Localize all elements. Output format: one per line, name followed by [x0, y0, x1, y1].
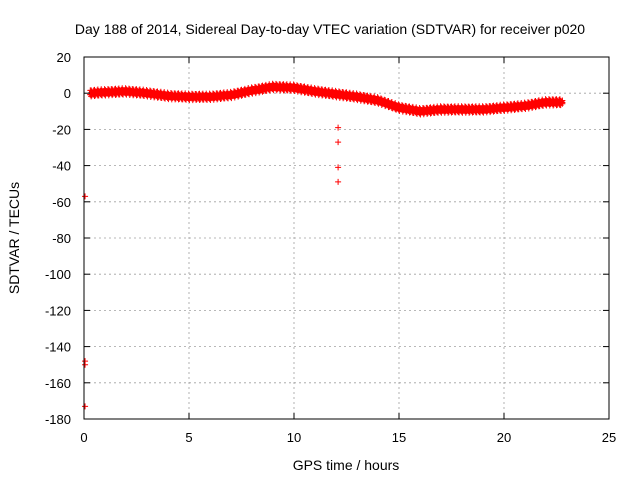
data-point — [335, 178, 342, 185]
data-point — [82, 403, 89, 410]
data-point — [82, 361, 89, 368]
y-tick-label: -160 — [45, 376, 71, 391]
y-tick-labels: -180 -160 -140 -120 -100 -80 -60 -40 -20 0 20 — [45, 50, 71, 427]
x-tick-label: 10 — [287, 430, 301, 445]
data-point — [335, 164, 342, 171]
y-tick-label: -140 — [45, 340, 71, 355]
x-tick-label: 0 — [80, 430, 87, 445]
x-tick-label: 15 — [392, 430, 406, 445]
data-point — [335, 124, 342, 131]
y-tick-label: -20 — [52, 122, 71, 137]
data-points — [82, 80, 566, 410]
y-tick-label: -80 — [52, 231, 71, 246]
axis-ticks — [83, 56, 610, 420]
y-tick-label: -120 — [45, 303, 71, 318]
data-point — [382, 97, 389, 104]
x-axis-title: GPS time / hours — [293, 457, 400, 473]
data-point — [82, 193, 89, 200]
y-tick-label: -60 — [52, 195, 71, 210]
data-point — [335, 139, 342, 146]
x-tick-label: 20 — [497, 430, 511, 445]
x-tick-label: 25 — [602, 430, 616, 445]
y-tick-label: -40 — [52, 159, 71, 174]
chart-title: Day 188 of 2014, Sidereal Day-to-day VTE… — [75, 21, 585, 37]
y-tick-label: 20 — [57, 50, 71, 65]
data-point — [559, 97, 566, 104]
y-tick-label: -180 — [45, 412, 71, 427]
x-tick-labels: 0 5 10 15 20 25 — [80, 430, 616, 445]
y-tick-label: -100 — [45, 267, 71, 282]
x-tick-label: 5 — [185, 430, 192, 445]
grid — [84, 57, 609, 419]
y-tick-label: 0 — [64, 86, 71, 101]
y-axis-title: SDTVAR / TECUs — [6, 182, 22, 294]
